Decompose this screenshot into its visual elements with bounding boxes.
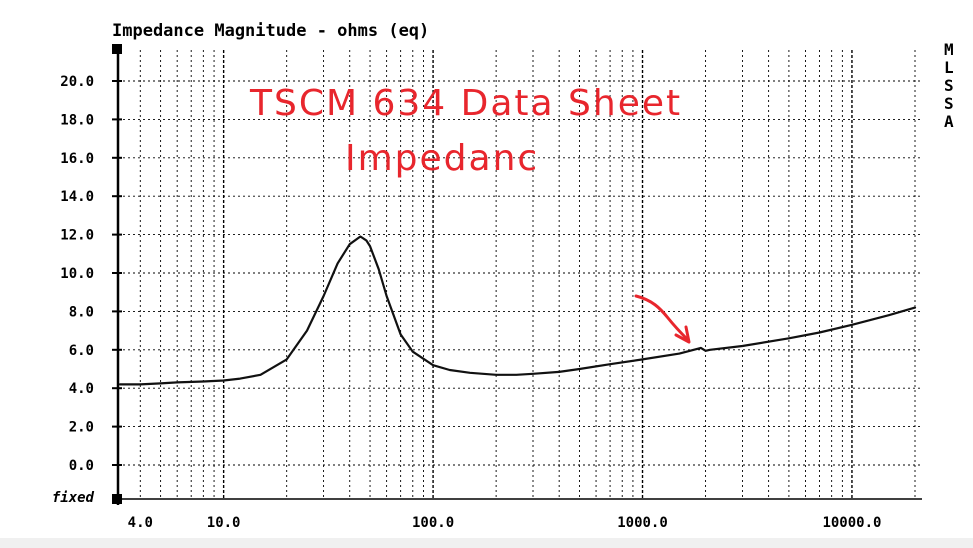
axis-bottom-marker [112,494,122,504]
x-tick-label: 1000.0 [617,515,668,531]
x-tick-label: 10.0 [207,515,241,531]
annotation-line-1: TSCM 634 Data Sheet [249,83,682,124]
y-tick-label: 14.0 [60,189,94,205]
y-tick-label: 12.0 [60,228,94,244]
x-tick-label: 100.0 [412,515,454,531]
annotation-line-2: Impedanc [345,138,539,179]
annotation-arrow-head [674,325,691,344]
x-tick-label: 4.0 [128,515,153,531]
x-tick-labels: 4.0 10.0 100.0 1000.0 10000.0 [128,515,882,531]
y-tick-label: 4.0 [69,381,94,397]
axis-top-marker [112,44,122,54]
y-tick-label: 6.0 [69,343,94,359]
y-tick-label: 16.0 [60,151,94,167]
y-fixed-label: fixed [52,490,95,506]
bottom-strip [0,538,973,548]
plot-frame [112,44,922,505]
x-tick-label: 10000.0 [822,515,881,531]
series-layer [118,235,917,386]
chart-title: Impedance Magnitude - ohms (eq) [112,21,429,41]
annotation-arrow [634,294,690,342]
y-tick-label: 8.0 [69,304,94,320]
y-tick-label: 2.0 [69,420,94,436]
y-tick-label: 20.0 [60,74,94,90]
side-letter: A [944,112,954,131]
y-tick-label: 10.0 [60,266,94,282]
side-letter: S [944,76,954,95]
y-tick-label: 0.0 [69,458,94,474]
impedance-series-line [118,235,917,386]
y-tick-label: 18.0 [60,112,94,128]
side-letter: L [944,58,954,77]
grid-layer [112,50,922,499]
handwritten-annotation: TSCM 634 Data Sheet Impedanc [249,83,691,344]
side-letter: S [944,94,954,113]
side-letter: M [944,40,954,59]
y-tick-labels: 20.0 18.0 16.0 14.0 12.0 10.0 8.0 6.0 4.0 2.0 0.0 f… [52,74,95,506]
